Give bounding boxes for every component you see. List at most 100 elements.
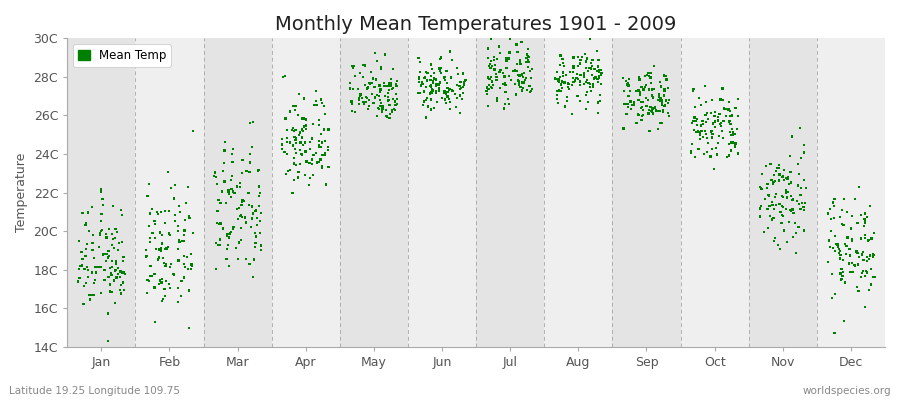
Point [222,230,237,236]
Point [521,59,535,65]
Point [590,68,604,74]
Point [490,56,504,62]
Point [762,203,777,209]
Point [728,131,742,137]
Point [100,251,114,257]
Point [548,76,562,82]
Point [229,244,243,251]
Point [525,86,539,92]
Point [706,166,721,172]
Point [438,100,453,106]
Point [725,139,740,146]
Point [722,119,736,125]
Point [437,74,452,80]
Point [798,185,813,191]
Point [224,173,238,179]
Point [361,106,375,112]
Point [287,155,302,162]
Point [292,129,307,136]
Point [275,74,290,80]
Point [87,255,102,262]
Point [867,230,881,236]
Point [708,108,723,115]
Point [172,202,186,209]
Point [171,257,185,264]
Point [796,149,811,156]
Point [371,105,385,111]
Point [346,63,361,70]
Point [292,132,306,138]
Point [482,82,496,88]
Point [182,213,196,219]
Point [313,156,328,163]
Point [661,100,675,106]
Point [145,230,159,236]
Point [482,63,497,70]
Point [166,271,181,278]
Point [176,238,191,244]
Point [698,112,713,118]
Point [832,246,846,252]
Point [556,69,571,76]
Point [381,98,395,104]
Point [312,138,327,144]
Point [103,264,117,271]
Point [688,114,702,121]
Bar [476,38,544,347]
Point [565,75,580,82]
Point [158,220,173,226]
Point [486,82,500,88]
Point [446,87,460,94]
Point [632,74,646,80]
Point [382,114,397,121]
Point [374,64,388,70]
Point [694,122,708,129]
Point [411,76,426,82]
Point [783,168,797,175]
Point [287,160,302,167]
Point [780,174,795,180]
Point [213,236,228,243]
Point [433,67,447,74]
Point [176,274,191,281]
Point [760,181,775,188]
Point [621,80,635,86]
Point [181,184,195,190]
Point [712,111,726,117]
Point [832,250,846,256]
Point [102,248,116,254]
Point [752,184,767,190]
Point [561,84,575,90]
Point [694,128,708,134]
Point [524,74,538,81]
Point [86,232,100,238]
Point [230,256,245,262]
Point [762,193,777,200]
Point [287,128,302,134]
Point [306,152,320,158]
Point [141,278,156,284]
Point [628,88,643,94]
Point [382,80,396,87]
Point [278,72,293,79]
Point [302,139,317,145]
Point [771,162,786,168]
Point [148,221,162,227]
Point [217,178,231,185]
Point [825,270,840,277]
Point [382,86,396,93]
Point [82,292,96,298]
Point [370,112,384,119]
Point [418,75,432,81]
Point [419,69,434,75]
Point [317,126,331,132]
Point [698,82,712,89]
Point [783,207,797,213]
Point [416,102,430,108]
Point [212,220,226,227]
Point [374,66,389,72]
Point [114,212,129,218]
Point [493,50,508,56]
Point [651,126,665,132]
Point [79,280,94,286]
